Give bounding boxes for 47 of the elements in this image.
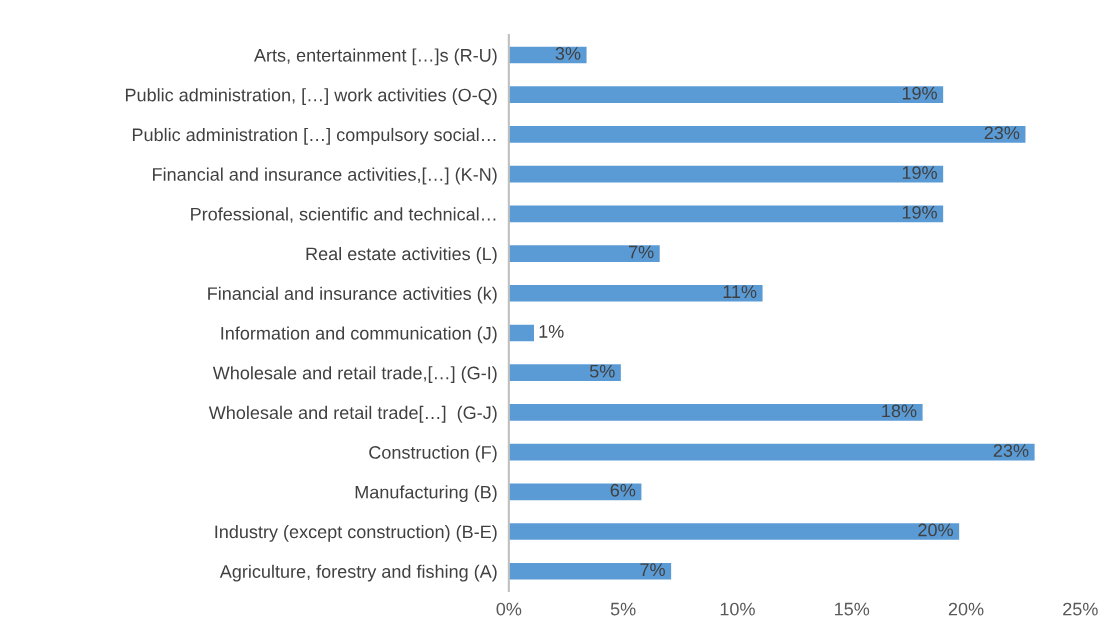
data-label: 6% [610,483,636,497]
bar [508,205,944,223]
data-label: 1% [539,325,564,338]
data-label: 7% [628,245,654,259]
bar [508,324,534,342]
data-label: 19% [902,205,937,219]
data-label: 7% [640,563,665,576]
x-tick-label: 20% [948,602,984,616]
y-tick-label: Public administration, […] work activities (O-Q) [125,88,497,105]
bar [508,245,660,262]
x-tick-label: 0% [496,602,522,616]
bar [508,165,944,183]
y-tick-label: Real estate activities (L) [306,247,497,264]
bar [508,126,1026,143]
y-tick-label: Wholesale and retail trade,[…] (G-I) [212,366,497,383]
y-tick-label: Construction (F) [369,445,497,463]
y-tick-label: Wholesale and retail trade[…] (G-J) [208,405,497,423]
bar [508,364,621,382]
bar [508,404,923,421]
x-tick-label: 5% [610,602,636,616]
data-label: 18% [882,404,917,418]
y-tick-label: Financial and insurance activities (k) [208,286,497,304]
x-tick-label: 10% [720,602,755,616]
bar [508,483,642,501]
data-label: 11% [723,285,757,299]
x-tick-label: 15% [835,602,870,616]
y-tick-label: Manufacturing (B) [355,485,497,503]
data-label: 19% [902,166,937,179]
y-tick-label: Agriculture, forestry and fishing (A) [219,564,497,582]
y-tick-label: Arts, entertainment […]s (R-U) [253,48,497,66]
y-tick-label: Industry (except construction) (B-E) [215,524,497,542]
data-label: 19% [902,86,937,100]
y-tick-label: Information and communication (J) [221,326,497,344]
bar [508,523,960,540]
bar [508,562,672,580]
y-tick-label: Public administration […] compulsory social… [132,127,496,145]
x-tick-label: 25% [1063,602,1098,616]
bar [508,284,763,302]
bar [508,443,1035,461]
bar [508,86,944,104]
data-label: 23% [984,126,1020,140]
data-label: 5% [589,364,615,378]
data-label: 20% [918,523,953,537]
data-label: 3% [555,47,581,60]
data-label: 23% [993,444,1029,457]
y-tick-label: Professional, scientific and technical… [191,207,496,223]
y-tick-label: Financial and insurance activities,[…] (K-N) [153,167,497,185]
